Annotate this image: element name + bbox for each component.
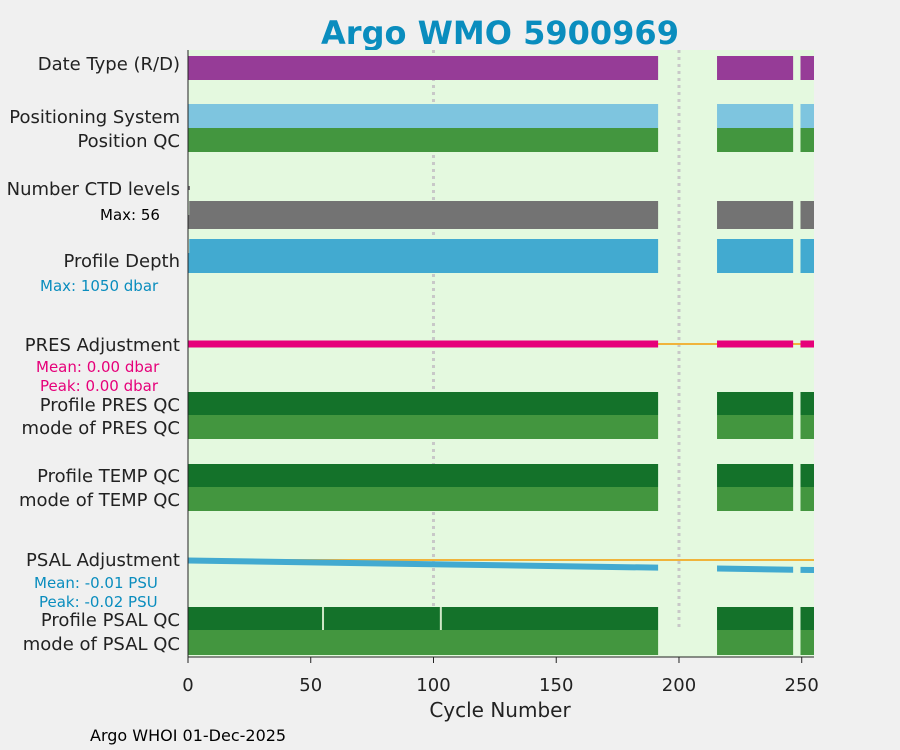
x-tick-label: 100 [416,675,450,696]
mode-temp-qc-bar [717,487,794,511]
mode-temp-qc-bar [188,487,659,511]
date-type-bar [717,56,794,80]
row-label-positioning: Positioning System [9,107,180,128]
x-axis-label: Cycle Number [429,698,571,722]
mode-pres-qc-bar [800,415,814,439]
ctd-levels-bar [188,215,190,229]
mode-temp-qc-bar [800,487,814,511]
footer-text: Argo WHOI 01-Dec-2025 [90,726,286,745]
positioning-bar [717,104,794,128]
psal-adjustment-stat: Peak: -0.02 PSU [39,593,158,611]
mode-psal-qc-bar [800,630,814,655]
row-label-mode-temp-qc: mode of TEMP QC [19,490,180,511]
ctd-levels-bar [717,201,794,229]
profile-pres-qc-bar [188,392,659,415]
psal-adjustment-stat: Mean: -0.01 PSU [34,574,158,592]
profile-temp-qc-bar [188,464,659,487]
psal-adjustment-trace [800,566,814,574]
positioning-bar [800,104,814,128]
row-label-psal-adjustment: PSAL Adjustment [26,550,180,571]
profile-pres-qc-bar [717,392,794,415]
row-label-profile-temp-qc: Profile TEMP QC [37,466,180,487]
data-rows [188,56,814,655]
position-qc-bar [188,128,659,152]
profile-depth-bar [188,253,190,273]
psal-qc-break [439,607,442,630]
ctd-levels-bar [800,201,814,229]
pres-adjustment-stat: Peak: 0.00 dbar [40,377,159,395]
depth-max-note: Max: 1050 dbar [40,277,159,295]
profile-psal-qc-bar [717,607,794,630]
profile-psal-qc-bar [800,607,814,630]
row-label-ctd-levels: Number CTD levels [7,179,180,200]
mode-pres-qc-bar [188,415,659,439]
row-label-mode-pres-qc: mode of PRES QC [22,418,180,439]
date-type-bar [800,56,814,80]
psal-adjustment-trace [717,565,794,573]
chart-title: Argo WMO 5900969 [321,14,679,52]
profile-depth-bar [717,239,794,273]
profile-temp-qc-bar [717,464,794,487]
ctd-levels-bar [189,201,659,229]
x-tick-label: 250 [785,675,819,696]
x-tick-label: 150 [539,675,573,696]
mode-psal-qc-bar [717,630,794,655]
positioning-bar [188,104,659,128]
row-label-profile-depth: Profile Depth [63,251,180,272]
pres-adjustment-stat: Mean: 0.00 dbar [36,358,160,376]
row-label-profile-psal-qc: Profile PSAL QC [41,610,180,631]
profile-depth-bar [800,239,814,273]
psal-adjustment-trace [188,557,659,571]
profile-depth-bar [189,239,659,273]
row-label-profile-pres-qc: Profile PRES QC [40,395,180,416]
date-type-bar [188,56,659,80]
psal-qc-break [322,607,325,630]
profile-psal-qc-bar [188,607,659,630]
row-label-date-type: Date Type (R/D) [38,54,180,75]
x-tick-label: 50 [299,675,322,696]
pres-adjustment-trace [800,340,814,348]
reference-lines [431,50,681,630]
pres-adjustment-trace [717,340,794,348]
profile-pres-qc-bar [800,392,814,415]
pres-adjustment-trace [188,340,659,348]
ctd-max-note: Max: 56 [100,206,160,224]
x-tick-label: 200 [662,675,696,696]
row-label-pres-adjustment: PRES Adjustment [25,335,180,356]
mode-psal-qc-bar [188,630,659,655]
position-qc-bar [800,128,814,152]
ctd-levels-bar [188,186,190,190]
row-labels: Date Type (R/D) Positioning System Positio… [7,54,180,655]
x-axis-ticks: 0 50 100 150 200 250 [182,657,819,696]
profile-temp-qc-bar [800,464,814,487]
mode-pres-qc-bar [717,415,794,439]
x-tick-label: 0 [182,675,193,696]
position-qc-bar [717,128,794,152]
row-label-mode-psal-qc: mode of PSAL QC [23,634,180,655]
row-label-position-qc: Position QC [77,131,180,152]
